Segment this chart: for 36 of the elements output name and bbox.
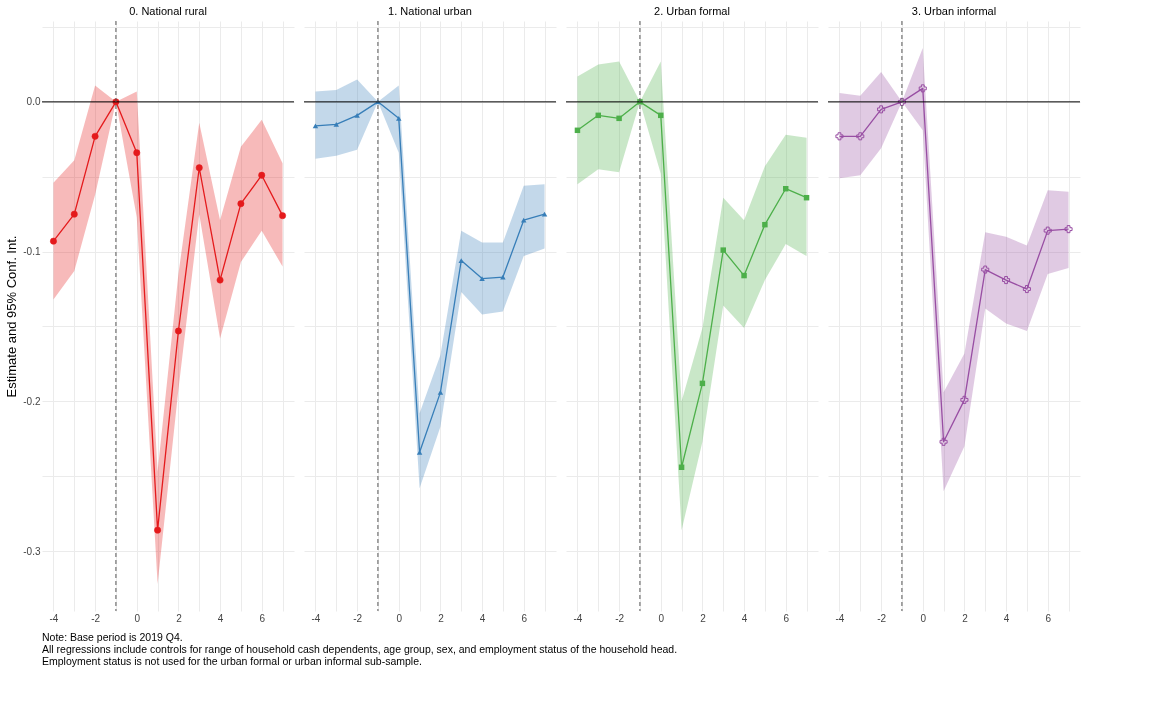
y-tick-label: -0.1: [23, 246, 41, 258]
chart-title: 0. National rural: [129, 4, 207, 17]
x-tick-label: -2: [615, 612, 625, 624]
x-tick-label: 6: [1045, 612, 1052, 624]
x-tick-label: 4: [479, 612, 486, 624]
x-tick-label: -2: [877, 612, 887, 624]
x-tick-label: 0: [134, 612, 141, 624]
y-tick-label: 0.0: [26, 96, 41, 108]
chart-title: 1. National urban: [388, 4, 472, 17]
x-tick-label: 2: [438, 612, 445, 624]
x-tick-label: -4: [835, 612, 845, 624]
x-tick-label: -4: [49, 612, 59, 624]
chart-title: 2. Urban formal: [654, 4, 730, 17]
x-tick-label: 6: [521, 612, 528, 624]
y-axis-title: Estimate and 95% Conf. Int.: [4, 235, 20, 398]
x-tick-label: 0: [920, 612, 927, 624]
x-tick-label: 4: [741, 612, 748, 624]
text: Note: Base period is 2019 Q4.: [42, 631, 183, 643]
x-tick-label: 2: [700, 612, 707, 624]
x-tick-label: 6: [259, 612, 266, 624]
x-tick-label: 0: [396, 612, 403, 624]
text: Employment status is not used for the urban formal or urban informal sub-sample.: [42, 655, 422, 667]
x-tick-label: -2: [91, 612, 101, 624]
x-tick-label: 6: [783, 612, 790, 624]
y-tick-label: -0.2: [23, 395, 41, 407]
x-tick-label: -2: [353, 612, 363, 624]
x-tick-label: -4: [311, 612, 321, 624]
x-tick-label: 2: [962, 612, 969, 624]
y-tick-label: -0.3: [23, 545, 41, 557]
text: All regressions include controls for range of household cash dependents, age group, sex, and employment status of the household head.: [42, 643, 678, 655]
x-tick-label: 0: [658, 612, 665, 624]
x-tick-label: 4: [1003, 612, 1010, 624]
x-tick-label: -4: [573, 612, 583, 624]
chart-title: 3. Urban informal: [911, 4, 997, 17]
x-tick-label: 4: [217, 612, 224, 624]
x-tick-label: 2: [176, 612, 183, 624]
